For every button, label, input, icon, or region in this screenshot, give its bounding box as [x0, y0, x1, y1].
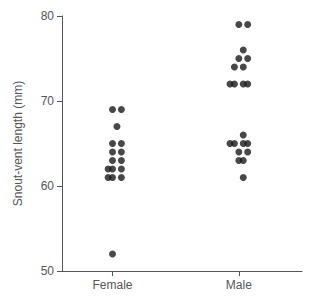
svg-text:Female: Female	[93, 278, 133, 292]
svg-text:Male: Male	[226, 278, 252, 292]
svg-text:70: 70	[41, 94, 55, 108]
svg-text:50: 50	[41, 264, 55, 278]
svg-text:60: 60	[41, 179, 55, 193]
svg-text:Snout-vent length (mm): Snout-vent length (mm)	[11, 81, 25, 206]
svg-text:80: 80	[41, 9, 55, 23]
